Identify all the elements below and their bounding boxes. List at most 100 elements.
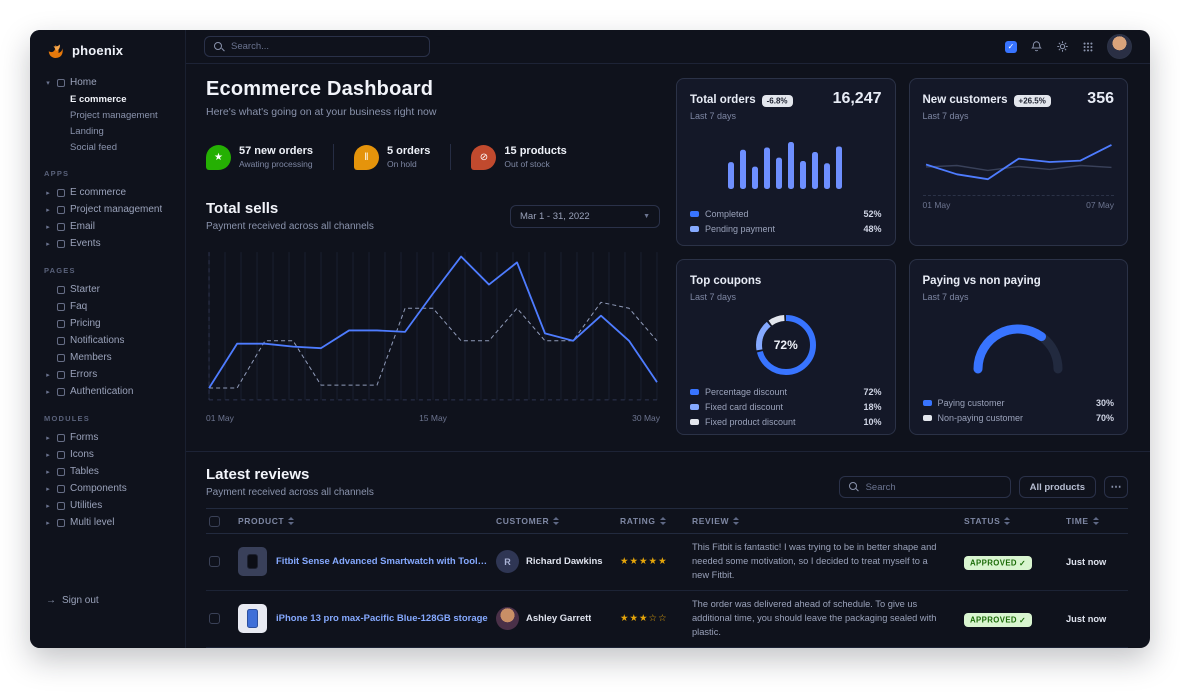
form-icon	[57, 433, 65, 442]
column-header-customer[interactable]: CUSTOMER	[496, 516, 614, 526]
more-options-button[interactable]: ⋯	[1104, 476, 1128, 498]
sidebar-item-e-commerce[interactable]: ▸ E commerce	[42, 184, 175, 201]
legend-row: Completed 52%	[690, 206, 882, 221]
legend-value: 72%	[863, 386, 882, 397]
legend-swatch	[690, 403, 699, 410]
sort-icon	[1004, 517, 1011, 525]
review-time: Just now	[1066, 556, 1107, 567]
sidebar-item-e-commerce[interactable]: E commerce	[70, 93, 127, 105]
legend-swatch	[922, 414, 932, 421]
sidebar-item-project-management[interactable]: Project management	[70, 109, 158, 121]
legend-swatch	[690, 388, 699, 395]
header-checkbox[interactable]	[209, 515, 220, 527]
search-icon	[214, 41, 224, 52]
sort-icon	[659, 517, 666, 525]
column-label: PRODUCT	[238, 516, 285, 526]
reviews-search-input[interactable]	[865, 481, 1001, 493]
sidebar-item-errors[interactable]: ▸ Errors	[42, 366, 175, 383]
column-header-rating[interactable]: RATING	[620, 516, 686, 526]
latest-reviews-title: Latest reviews	[206, 466, 310, 483]
sidebar-item-tables[interactable]: ▸ Tables	[42, 463, 175, 480]
out-of-stock-icon: ⊘	[471, 144, 497, 170]
chevron-right-icon: ▸	[46, 371, 50, 379]
sidebar-item-label: Project management	[70, 204, 163, 215]
chevron-right-icon: ▸	[46, 519, 50, 527]
sidebar-item-label: Components	[70, 483, 127, 494]
trend-badge: +26.5%	[1013, 94, 1051, 107]
sidebar-item-members[interactable]: Members	[42, 349, 175, 366]
stat-value: 15 products	[504, 145, 567, 157]
topbar: ✓	[186, 30, 1150, 64]
sidebar-item-label: Errors	[70, 369, 98, 380]
product-link[interactable]: iPhone 13 pro max-Pacific Blue-128GB sto…	[276, 613, 488, 625]
date-range-select[interactable]: Mar 1 - 31, 2022 ▼	[510, 204, 660, 228]
legend-swatch	[690, 418, 699, 425]
reviews-search[interactable]	[838, 476, 1011, 498]
sidebar-item-notifications[interactable]: Notifications	[42, 332, 175, 349]
column-header-review[interactable]: REVIEW	[692, 516, 958, 526]
total-orders-card: Total orders -6.8% Last 7 days 16,247 Com…	[676, 78, 896, 246]
sidebar-item-components[interactable]: ▸ Components	[42, 480, 175, 497]
on-hold-icon: ‖	[353, 144, 379, 170]
legend-swatch	[922, 399, 932, 406]
all-products-filter-button[interactable]: All products	[1018, 476, 1096, 498]
reviews-controls: All products ⋯	[838, 476, 1128, 498]
column-header-time[interactable]: TIME	[1066, 516, 1128, 526]
sidebar-item-icons[interactable]: ▸ Icons	[42, 446, 175, 463]
total-sells-chart: 01 May 15 May 30 May	[206, 246, 660, 423]
sidebar-item-forms[interactable]: ▸ Forms	[42, 429, 175, 446]
review-text: This Fitbit is fantastic! I was trying t…	[692, 542, 937, 580]
row-checkbox[interactable]	[209, 556, 220, 568]
sidebar-item-events[interactable]: ▸ Events	[42, 235, 175, 252]
help-icon	[57, 302, 65, 311]
bell-icon	[57, 336, 65, 345]
total-sells-title: Total sells	[206, 200, 279, 217]
chevron-right-icon: ▸	[46, 502, 50, 510]
customer-name: Richard Dawkins	[526, 556, 603, 568]
sidebar-item-home[interactable]: ▾ Home	[42, 74, 175, 91]
stat-value: 57 new orders	[239, 145, 313, 157]
theme-toggle-icon[interactable]: ✓	[1005, 40, 1017, 53]
column-header-status[interactable]: STATUS	[964, 516, 1060, 526]
stat-item: ★ 57 new orders Awating processing	[206, 144, 313, 170]
sidebar-item-utilities[interactable]: ▸ Utilities	[42, 497, 175, 514]
legend-label: Fixed card discount	[705, 401, 784, 412]
sidebar-item-label: E commerce	[70, 187, 127, 198]
notifications-bell-icon[interactable]	[1030, 40, 1043, 53]
brand[interactable]: phoenix	[30, 30, 185, 68]
sidebar-item-authentication[interactable]: ▸ Authentication	[42, 383, 175, 400]
tools-icon	[57, 501, 65, 510]
legend-row: Fixed product discount 10%	[690, 414, 882, 429]
sidebar-item-starter[interactable]: Starter	[42, 281, 175, 298]
sidebar-item-faq[interactable]: Faq	[42, 298, 175, 315]
sidebar-item-multi-level[interactable]: ▸ Multi level	[42, 514, 175, 531]
sidebar-item-landing[interactable]: Landing	[70, 125, 104, 137]
total-sells-subtitle: Payment received across all channels	[206, 221, 374, 232]
calendar-icon	[57, 239, 65, 248]
sidebar-item-project-management[interactable]: ▸ Project management	[42, 201, 175, 218]
table-row: iPhone 13 pro max-Pacific Blue-128GB sto…	[206, 591, 1128, 648]
chevron-right-icon: ▸	[46, 485, 50, 493]
sort-icon	[733, 517, 740, 525]
mail-icon	[57, 222, 65, 231]
caret-down-icon: ▾	[46, 79, 50, 87]
settings-gear-icon[interactable]	[1056, 40, 1069, 53]
search-input[interactable]	[231, 41, 420, 52]
topbar-search[interactable]	[204, 36, 430, 57]
chevron-right-icon: ▸	[46, 434, 50, 442]
column-header-product[interactable]: PRODUCT	[238, 516, 490, 526]
stats-divider	[450, 144, 452, 170]
column-label: STATUS	[964, 516, 1001, 526]
sidebar-item-social-feed[interactable]: Social feed	[70, 141, 118, 153]
new-customers-card: New customers +26.5% Last 7 days 356 01 M…	[908, 78, 1128, 246]
sidebar-item-pricing[interactable]: Pricing	[42, 315, 175, 332]
user-avatar[interactable]	[1107, 34, 1132, 59]
lock-icon	[57, 387, 65, 396]
sidebar-item-email[interactable]: ▸ Email	[42, 218, 175, 235]
sidebar-item-sign-out[interactable]: → Sign out	[30, 587, 185, 648]
clipboard-icon	[57, 205, 65, 214]
product-link[interactable]: Fitbit Sense Advanced Smartwatch with To…	[276, 556, 490, 568]
apps-grid-icon[interactable]	[1082, 41, 1094, 53]
row-checkbox[interactable]	[209, 613, 220, 625]
total-orders-legend: Completed 52% Pending payment 48%	[690, 206, 882, 236]
